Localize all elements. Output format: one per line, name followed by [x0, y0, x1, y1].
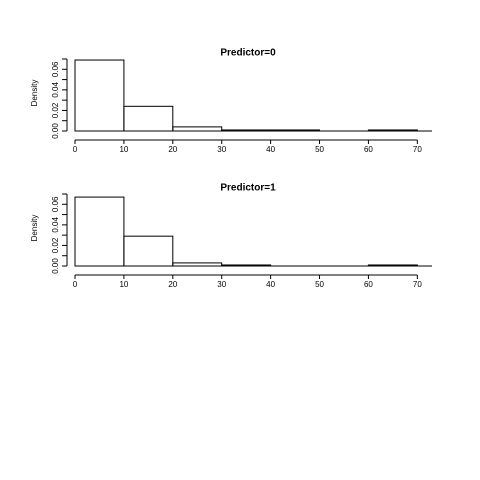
bar	[172, 262, 223, 267]
x-tick-label: 60	[364, 145, 373, 154]
x-tick-label: 30	[217, 280, 226, 289]
y-tick-label: 0.00	[51, 123, 60, 139]
bar	[123, 105, 174, 132]
chart-title: Predictor=0	[220, 48, 276, 59]
x-tick-label: 20	[168, 145, 177, 154]
x-tick-label: 10	[119, 145, 128, 154]
bar	[221, 264, 272, 267]
y-tick-label: 0.02	[51, 237, 60, 253]
x-tick-label: 50	[315, 145, 324, 154]
y-tick-label: 0.04	[51, 82, 60, 98]
x-tick-label: 50	[315, 280, 324, 289]
x-tick-label: 40	[266, 280, 275, 289]
x-tick-label: 70	[413, 145, 422, 154]
x-tick-label: 40	[266, 145, 275, 154]
y-axis-label: Density	[30, 80, 39, 107]
y-tick-label: 0.06	[51, 196, 60, 212]
x-tick-label: 20	[168, 280, 177, 289]
chart-title: Predictor=1	[220, 183, 276, 194]
x-tick-label: 10	[119, 280, 128, 289]
bar	[172, 126, 223, 132]
bar	[74, 196, 125, 267]
bar	[221, 129, 272, 132]
x-tick-label: 70	[413, 280, 422, 289]
x-tick-label: 60	[364, 280, 373, 289]
bar	[74, 59, 125, 132]
y-tick-label: 0.06	[51, 61, 60, 77]
bar	[270, 129, 321, 132]
x-tick-label: 0	[73, 145, 78, 154]
x-tick-label: 30	[217, 145, 226, 154]
x-tick-label: 0	[73, 280, 78, 289]
y-tick-label: 0.02	[51, 102, 60, 118]
y-tick-label: 0.00	[51, 258, 60, 274]
bar	[367, 264, 418, 267]
bar	[123, 235, 174, 267]
y-tick-label: 0.04	[51, 217, 60, 233]
bar	[367, 129, 418, 132]
y-axis-label: Density	[30, 215, 39, 242]
